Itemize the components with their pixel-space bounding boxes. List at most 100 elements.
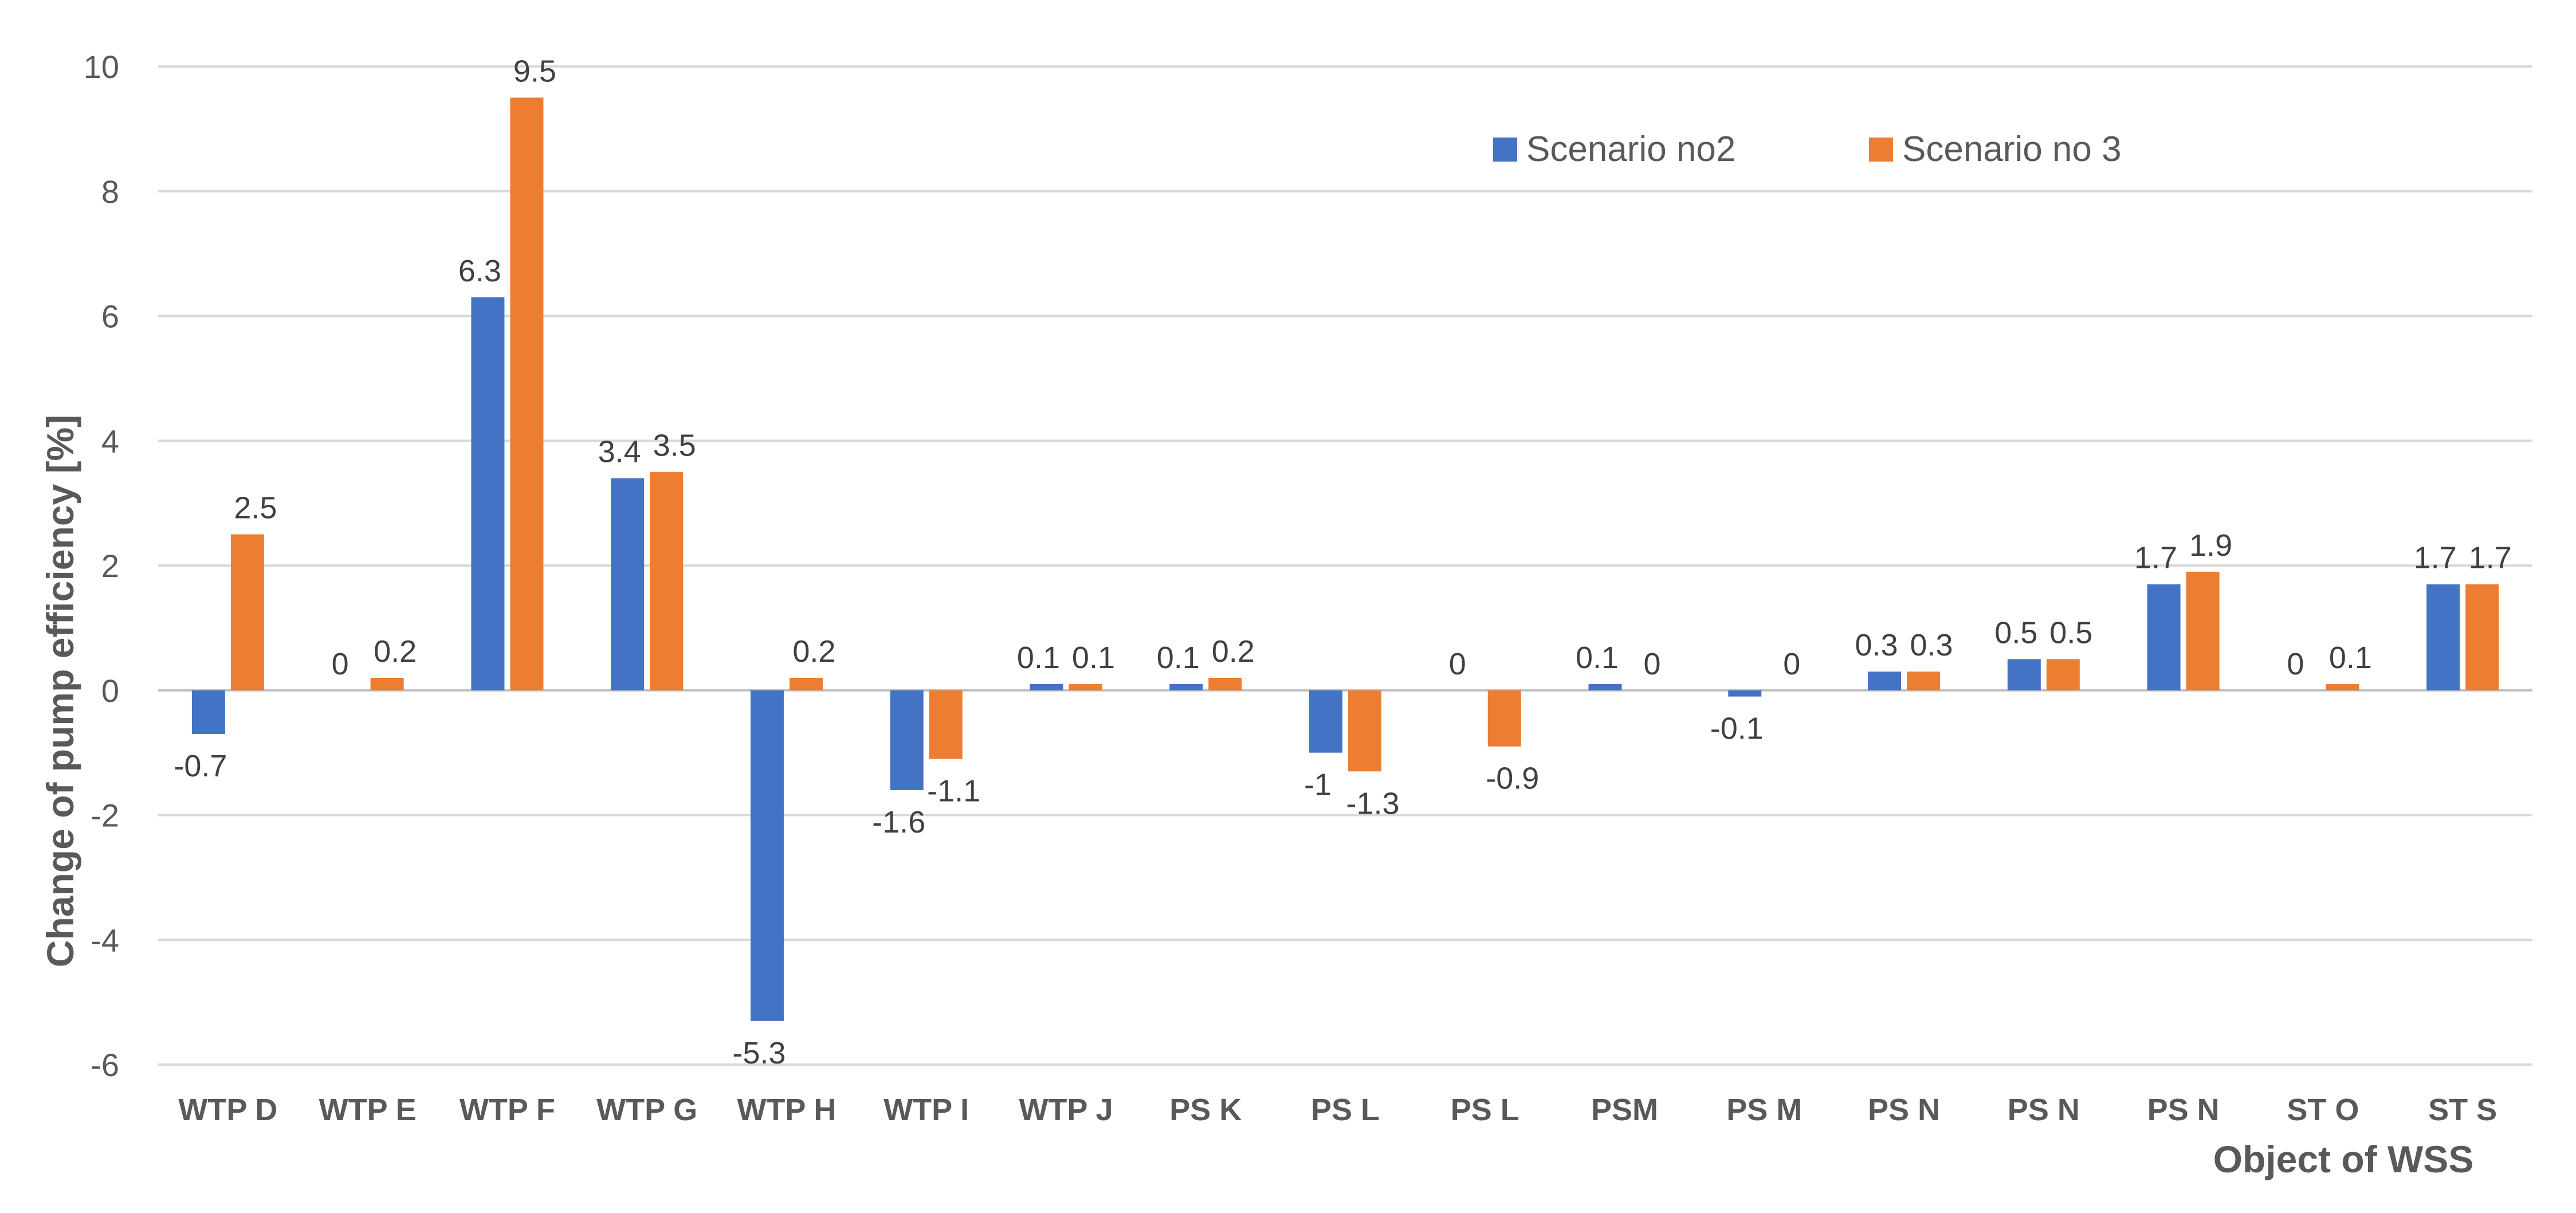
bar-scenario-2 [471, 297, 505, 690]
data-label: 0.1 [1157, 641, 1200, 675]
x-tick-label: PS L [1451, 1093, 1519, 1127]
data-label: -0.1 [1710, 712, 1764, 746]
bar-scenario-2 [1030, 684, 1063, 690]
bar-scenario-3 [2186, 571, 2220, 690]
data-label: 0.2 [1212, 634, 1255, 669]
y-tick-label: 6 [101, 299, 119, 335]
data-label: 0.2 [792, 634, 835, 669]
data-label: 0.5 [1994, 615, 2037, 650]
bar-scenario-3 [370, 677, 404, 690]
bar-scenario-2 [2147, 584, 2181, 690]
data-label: -5.3 [732, 1036, 786, 1070]
data-label: 3.4 [598, 435, 641, 469]
gridlines [158, 65, 2532, 1066]
x-tick-label: WTP J [1019, 1093, 1113, 1127]
legend-label: Scenario no2 [1526, 129, 1735, 169]
x-tick-label: PSM [1591, 1093, 1658, 1127]
data-labels: -0.7 2.5 0 0.2 6.3 9.5 3.4 3.5 -5.3 0.2 -1.6-1.1 0.… [174, 54, 2511, 1070]
data-label: -0.9 [1486, 761, 1539, 796]
bar-scenario-3 [2046, 659, 2080, 690]
y-tick-label: 2 [101, 548, 119, 584]
data-label: 0.1 [1017, 641, 1060, 675]
x-tick-label: PS M [1726, 1093, 1802, 1127]
x-tick-label: ST O [2287, 1093, 2359, 1127]
x-axis-categories: WTP D WTP E WTP F WTP G WTP H WTP I WTP J PS K P… [178, 1093, 2497, 1127]
y-tick-label: -6 [91, 1047, 119, 1083]
y-tick-label: 0 [101, 673, 119, 709]
data-label: 0.1 [2329, 641, 2372, 675]
bar-scenario-3 [1069, 684, 1102, 690]
bar-scenario-3 [1907, 672, 1941, 690]
x-tick-label: WTP I [883, 1093, 969, 1127]
y-tick-label: -4 [91, 922, 119, 958]
y-axis-ticks: -6 -4 -2 0 2 4 6 8 10 [84, 49, 119, 1083]
data-label: -1.1 [927, 774, 980, 808]
data-label: 0.3 [1855, 628, 1898, 662]
data-label: 0 [1644, 647, 1661, 681]
bar-scenario-3 [1208, 677, 1242, 690]
data-label: 0 [2287, 647, 2304, 681]
y-tick-label: 4 [101, 423, 119, 459]
data-label: 0 [1783, 647, 1800, 681]
bar-scenario-3 [2326, 684, 2359, 690]
x-tick-label: WTP F [460, 1093, 555, 1127]
x-tick-label: PS N [1868, 1093, 1940, 1127]
y-tick-label: -2 [91, 798, 119, 834]
x-tick-label: WTP H [737, 1093, 836, 1127]
bar-scenario-2 [1728, 690, 1762, 697]
legend-swatch [1493, 138, 1517, 162]
x-tick-label: WTP G [596, 1093, 697, 1127]
bar-scenario-2 [2007, 659, 2041, 690]
bar-scenario-2 [750, 690, 784, 1021]
bar-scenario-3 [789, 677, 823, 690]
y-tick-label: 10 [84, 49, 119, 85]
data-label: 1.7 [2134, 541, 2177, 575]
y-axis-title: Change of pump efficiency [%] [39, 415, 81, 967]
data-label: 0.1 [1576, 641, 1619, 675]
legend-swatch [1869, 138, 1893, 162]
data-label: -1.3 [1346, 786, 1399, 821]
bar-scenario-3 [1348, 690, 1381, 772]
data-label: -0.7 [174, 749, 227, 783]
data-label: -1.6 [872, 805, 925, 839]
bar-scenario-3 [650, 472, 684, 690]
bar-scenario-3 [1487, 690, 1521, 747]
bar-scenario-3 [230, 534, 264, 690]
bar-scenario-2 [1309, 690, 1342, 753]
data-label: 1.7 [2469, 541, 2512, 575]
data-label: 1.9 [2189, 528, 2232, 563]
bar-scenario-2 [890, 690, 924, 790]
x-tick-label: ST S [2428, 1093, 2497, 1127]
data-label: 6.3 [458, 254, 501, 288]
x-tick-label: PS N [2147, 1093, 2220, 1127]
bar-scenario-3 [2465, 584, 2499, 690]
bar-scenario-2 [1169, 684, 1203, 690]
data-label: -1 [1304, 768, 1332, 802]
x-tick-label: PS K [1169, 1093, 1242, 1127]
data-label: 0.1 [1072, 641, 1115, 675]
bar-scenario-2 [191, 690, 225, 734]
x-tick-label: PS N [2008, 1093, 2080, 1127]
data-label: 0 [1449, 647, 1466, 681]
bar-scenario-2 [1588, 684, 1622, 690]
bar-scenario-2 [1868, 672, 1902, 690]
data-label: 2.5 [234, 491, 277, 525]
legend-label: Scenario no 3 [1902, 129, 2122, 169]
x-tick-label: WTP E [319, 1093, 417, 1127]
x-tick-label: PS L [1311, 1093, 1380, 1127]
data-label: 0.3 [1910, 628, 1953, 662]
bar-scenario-3 [510, 97, 544, 690]
data-label: 1.7 [2414, 541, 2457, 575]
x-axis-title: Object of WSS [2213, 1138, 2474, 1180]
bar-scenario-2 [611, 478, 645, 690]
bar-scenario-3 [929, 690, 963, 759]
y-tick-label: 8 [101, 174, 119, 210]
x-tick-label: WTP D [178, 1093, 277, 1127]
legend: Scenario no2 Scenario no 3 [1493, 129, 2122, 169]
data-label: 9.5 [513, 54, 556, 88]
data-label: 0 [332, 647, 349, 681]
data-label: 0.2 [374, 634, 417, 669]
data-label: 3.5 [653, 429, 696, 463]
bar-scenario-2 [2426, 584, 2460, 690]
